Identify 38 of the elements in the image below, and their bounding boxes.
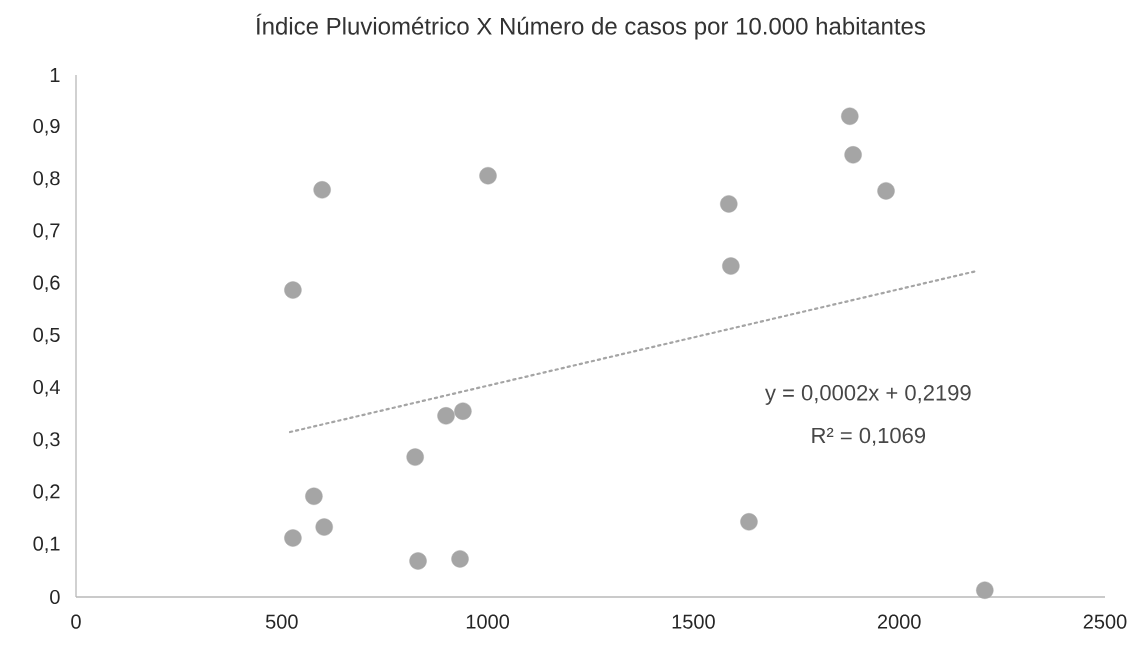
x-tick-label: 500 (265, 614, 298, 629)
point (305, 487, 323, 505)
y-tick-label: 0,6 (33, 275, 60, 293)
point (720, 195, 738, 213)
x-tick-label: 1000 (466, 614, 510, 629)
point (844, 146, 862, 164)
y-tick-label: 0,1 (33, 536, 60, 554)
y-tick-label: 0,9 (33, 118, 60, 136)
point (406, 448, 424, 466)
y-tick-label: 0,5 (33, 327, 60, 345)
y-tick-label: 0,8 (33, 171, 60, 188)
y-tick-label: 0,3 (33, 432, 60, 449)
point (409, 552, 427, 570)
x-tick-label: 2000 (877, 614, 921, 629)
point (722, 257, 740, 275)
point (740, 513, 758, 531)
point (454, 402, 472, 420)
point (284, 281, 302, 299)
y-tick-label: 0,7 (33, 223, 60, 240)
y-tick-label: 0,4 (33, 379, 60, 397)
point (437, 407, 455, 425)
point (284, 529, 302, 547)
point (877, 182, 895, 200)
annotation: y = 0,0002x + 0,2199 (765, 385, 971, 405)
point (313, 181, 331, 199)
y-tick-label: 0 (50, 589, 60, 605)
point (479, 167, 497, 185)
x-tick-label: 2500 (1083, 614, 1127, 629)
chart-title: Índice Pluviométrico X Número de casos por 10.000 habitantes (256, 13, 926, 40)
point (976, 581, 994, 599)
annotation: R² = 0,1069 (812, 427, 926, 446)
x-tick-label: 1500 (672, 614, 715, 629)
y-tick-label: 0,2 (33, 484, 60, 501)
y-tick-label: 1 (50, 68, 60, 82)
point (315, 518, 333, 536)
x-tick-label: 0 (71, 614, 81, 629)
point (841, 107, 859, 125)
point (451, 550, 469, 568)
